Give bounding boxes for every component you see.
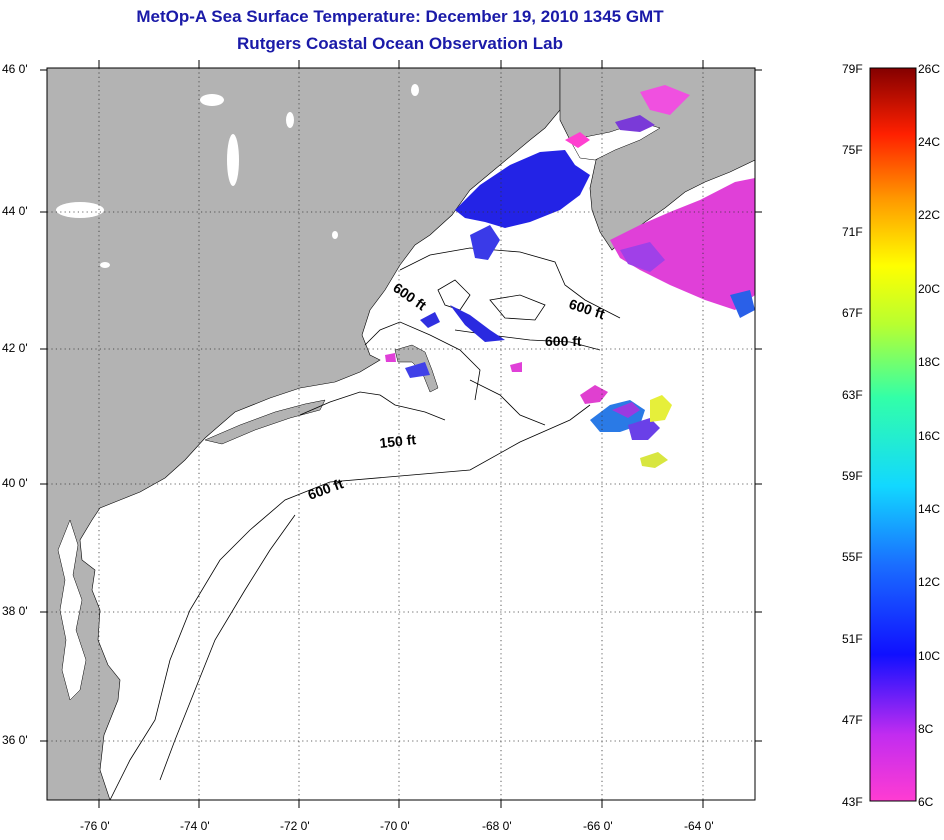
lat-label: 40 0' [2, 476, 28, 490]
colorbar-f-label: 51F [842, 632, 863, 646]
lat-label: 36 0' [2, 733, 28, 747]
colorbar-f-label: 55F [842, 550, 863, 564]
lon-label: -76 0' [80, 819, 110, 833]
graticule [47, 68, 755, 800]
colorbar-f-label: 63F [842, 388, 863, 402]
lon-label: -68 0' [482, 819, 512, 833]
lon-label: -70 0' [380, 819, 410, 833]
axis-ticks [40, 60, 762, 808]
colorbar-c-label: 24C [918, 135, 941, 149]
chesapeake-bay [57, 519, 87, 701]
colorbar [869, 67, 917, 802]
lon-label: -66 0' [583, 819, 613, 833]
cape-cod [394, 344, 439, 393]
colorbar-f-label: 71F [842, 225, 863, 239]
colorbar-c-label: 26C [918, 62, 941, 76]
colorbar-c-label: 8C [918, 722, 934, 736]
colorbar-c-label: 14C [918, 502, 941, 516]
map-frame [46, 67, 756, 801]
colorbar-c-label: 20C [918, 282, 941, 296]
lon-label: -64 0' [684, 819, 714, 833]
colorbar-f-label: 47F [842, 713, 863, 727]
contour-label: 600 ft [545, 333, 582, 349]
lon-label: -72 0' [280, 819, 310, 833]
sst-data [385, 85, 755, 468]
colorbar-c-label: 22C [918, 208, 941, 222]
colorbar-c-label: 16C [918, 429, 941, 443]
colorbar-c-label: 18C [918, 355, 941, 369]
lat-label: 46 0' [2, 62, 28, 76]
colorbar-f-label: 75F [842, 143, 863, 157]
inland-lakes [56, 84, 419, 268]
colorbar-f-label: 67F [842, 306, 863, 320]
lat-label: 38 0' [2, 604, 28, 618]
colorbar-f-label: 59F [842, 469, 863, 483]
lat-label: 44 0' [2, 204, 28, 218]
lon-label: -74 0' [180, 819, 210, 833]
colorbar-c-label: 12C [918, 575, 941, 589]
depth-contours [109, 247, 621, 800]
map-title: MetOp-A Sea Surface Temperature: Decembe… [136, 7, 664, 26]
colorbar-c-label: 10C [918, 649, 941, 663]
colorbar-c-label: 6C [918, 795, 934, 809]
lat-label: 42 0' [2, 341, 28, 355]
map-subtitle: Rutgers Coastal Ocean Observation Lab [237, 34, 563, 53]
land-mainland [47, 68, 561, 800]
contour-label: 150 ft [379, 431, 417, 451]
colorbar-f-label: 43F [842, 795, 863, 809]
colorbar-f-label: 79F [842, 62, 863, 76]
